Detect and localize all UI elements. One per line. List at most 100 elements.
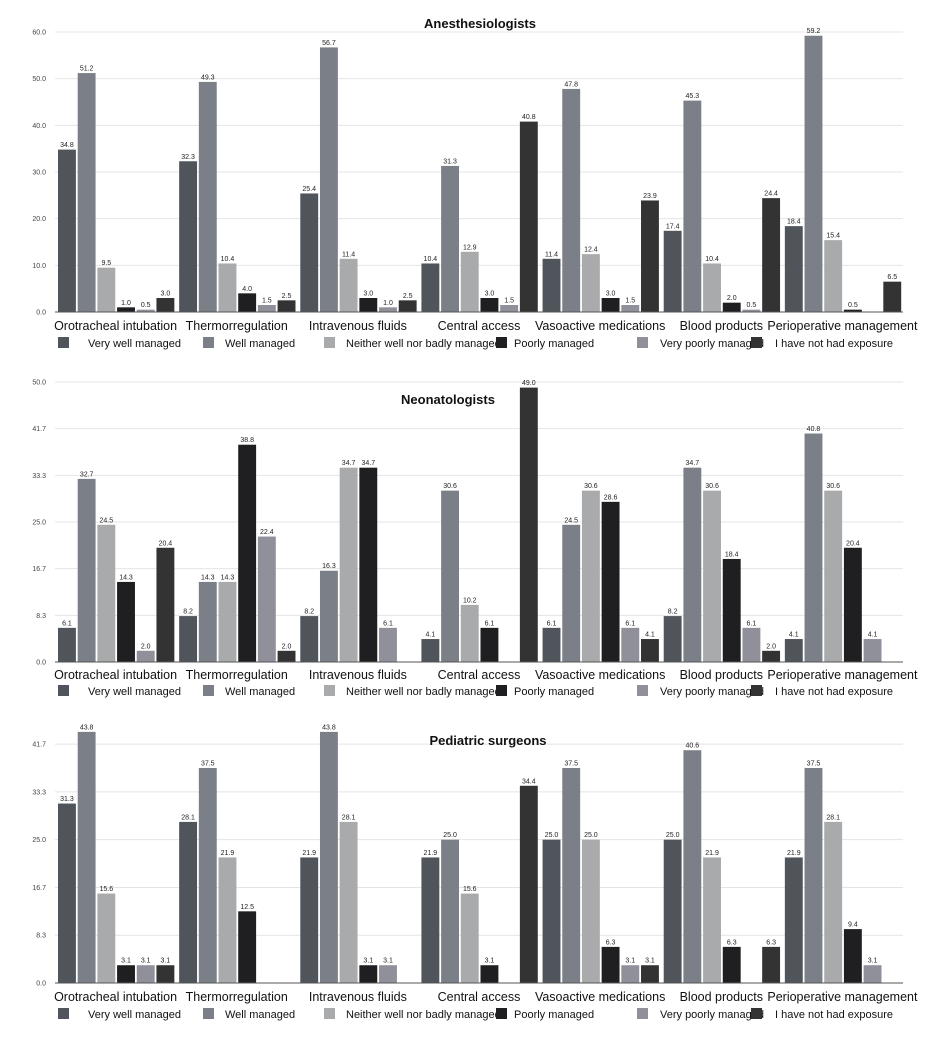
y-tick-label: 16.7 <box>32 566 46 573</box>
chart-anesthesiologists: 0.0 10.0 20.0 30.0 40.0 50.0 60.0 34.8 32.3 25.4 1… <box>0 0 936 360</box>
bar <box>319 47 338 313</box>
bar <box>441 490 460 662</box>
bar-value-label: 43.8 <box>322 724 336 731</box>
bar <box>460 604 479 662</box>
bar-value-label: 1.5 <box>262 298 272 305</box>
bar <box>218 263 237 312</box>
bar-value-label: 11.4 <box>545 251 558 258</box>
bar-value-label: 6.1 <box>547 620 557 627</box>
bar <box>663 839 682 983</box>
bar <box>843 547 862 662</box>
y-tick-label: 0.0 <box>36 981 46 988</box>
category-label: Thermorregulation <box>186 319 288 333</box>
bar <box>238 911 257 983</box>
y-tick-label: 20.0 <box>32 216 46 223</box>
bar <box>562 88 581 312</box>
bar <box>77 73 96 312</box>
bar-value-label: 8.2 <box>304 609 314 616</box>
bar-value-label: 21.9 <box>221 850 235 857</box>
bar-value-label: 28.1 <box>826 814 840 821</box>
bar-value-label: 3.0 <box>606 291 616 298</box>
bar <box>519 121 538 312</box>
bar <box>542 627 561 662</box>
bar <box>156 965 175 983</box>
bar-value-label: 49.3 <box>201 74 215 81</box>
bar <box>601 298 620 312</box>
bar-value-label: 6.1 <box>747 620 757 627</box>
y-tick-label: 50.0 <box>32 380 46 387</box>
y-tick-label: 25.0 <box>32 837 46 844</box>
bar <box>179 161 198 312</box>
bar <box>339 258 358 312</box>
bar <box>581 490 600 662</box>
legend-swatch <box>496 1008 507 1019</box>
bar-value-label: 2.0 <box>727 295 737 302</box>
legend-swatch <box>751 337 762 348</box>
bar <box>883 281 902 312</box>
bar-value-label: 28.1 <box>181 814 195 821</box>
bar-value-label: 12.5 <box>240 904 254 911</box>
legend-swatch <box>637 337 648 348</box>
bar <box>804 433 823 662</box>
bar <box>519 785 538 983</box>
bar <box>742 309 761 312</box>
bar-value-label: 3.1 <box>625 958 635 965</box>
bar-value-label: 10.2 <box>463 597 477 604</box>
bar-value-label: 3.1 <box>383 958 393 965</box>
bar-value-label: 3.1 <box>161 958 171 965</box>
bar <box>500 305 519 312</box>
bar-value-label: 23.9 <box>643 193 657 200</box>
bar <box>621 627 640 662</box>
bar-value-label: 32.7 <box>80 471 94 478</box>
bar <box>218 581 237 662</box>
bar-value-label: 6.3 <box>606 939 616 946</box>
bar-value-label: 21.9 <box>424 850 438 857</box>
bar-value-label: 8.2 <box>668 609 678 616</box>
bar <box>722 558 741 662</box>
bar-value-label: 37.5 <box>564 761 578 768</box>
bar-value-label: 25.0 <box>584 832 598 839</box>
bar <box>398 300 417 312</box>
chart-neonatologists: 0.0 8.3 16.7 25.0 33.3 41.7 50.0 6.1 8.2 8.2 4.1 6.… <box>0 360 936 710</box>
bar <box>238 444 257 662</box>
bar <box>300 857 319 983</box>
bar <box>601 946 620 983</box>
bar-value-label: 8.2 <box>183 609 193 616</box>
bar-value-label: 34.7 <box>686 460 700 467</box>
bar <box>784 857 803 983</box>
bar-value-label: 43.8 <box>80 724 94 731</box>
bar <box>641 965 659 983</box>
bar <box>784 226 803 312</box>
bar <box>359 467 378 662</box>
bar-value-label: 4.1 <box>789 632 799 639</box>
bar-value-label: 20.4 <box>846 540 860 547</box>
category-label: Perioperative management <box>767 319 918 333</box>
chart-neonatologists-svg: 0.0 8.3 16.7 25.0 33.3 41.7 50.0 6.1 8.2 8.2 4.1 6.… <box>32 380 918 699</box>
bar-value-label: 24.5 <box>564 517 578 524</box>
bar-value-label: 14.3 <box>119 574 133 581</box>
legend-label: Very well managed <box>88 1009 181 1021</box>
bar <box>441 839 460 983</box>
bar <box>804 768 823 983</box>
legend-label: Neither well nor badly managed <box>346 1009 501 1021</box>
legend-swatch <box>496 337 507 348</box>
chart-pediatric-surgeons: 0.0 8.3 16.7 25.0 33.3 41.7 31.3 28.1 21.9 21.9 25… <box>0 710 936 1040</box>
bar <box>117 581 135 662</box>
y-tick-label: 8.3 <box>36 613 46 620</box>
bar-value-label: 59.2 <box>807 28 821 35</box>
bar <box>601 501 620 662</box>
bar <box>742 627 761 662</box>
chart-title: Anesthesiologists <box>424 16 536 31</box>
bar-value-label: 47.8 <box>564 81 578 88</box>
legend-label: Poorly managed <box>514 686 594 698</box>
bar-value-label: 25.0 <box>666 832 680 839</box>
y-tick-label: 0.0 <box>36 310 46 317</box>
legend-swatch <box>203 685 214 696</box>
category-label: Perioperative management <box>767 668 918 682</box>
bar-value-label: 30.6 <box>443 483 457 490</box>
legend-label: Poorly managed <box>514 1009 594 1021</box>
bar-value-label: 16.3 <box>322 563 336 570</box>
legend-label: Very poorly managed <box>660 1009 764 1021</box>
bar-value-label: 18.4 <box>725 551 739 558</box>
category-label: Intravenous fluids <box>309 668 407 682</box>
